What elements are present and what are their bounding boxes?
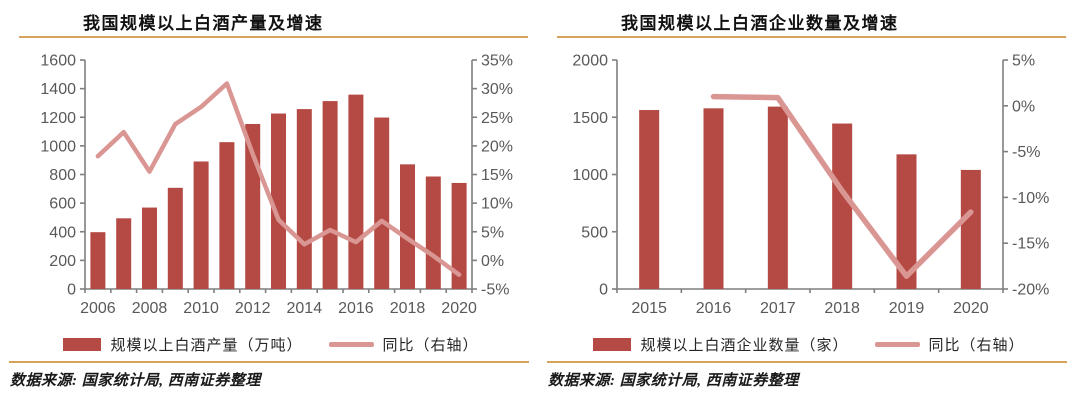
- enterprise-chart-legend: 规模以上白酒企业数量（家） 同比（右轴）: [552, 334, 1066, 355]
- production-chart-svg: 0 200 400 600 800 1000 1200 1400 1600 -5% 0% 5% 10% 1…: [40, 53, 513, 318]
- top-divider-rule: [557, 36, 1066, 38]
- legend-item-yoy: 同比（右轴）: [874, 334, 1025, 355]
- svg-text:0: 0: [599, 282, 608, 299]
- enterprise-chart-panel: 我国规模以上白酒企业数量及增速 0 500 1000 1500 2000 -20% -15%…: [547, 0, 1067, 405]
- svg-text:2020: 2020: [441, 300, 477, 317]
- svg-text:1200: 1200: [40, 110, 76, 127]
- enterprise-chart-svg: 0 500 1000 1500 2000 -20% -15% -10% -5% 0% 5% 2015 2…: [572, 53, 1049, 318]
- bar-series-swatch: [593, 338, 632, 351]
- svg-text:1000: 1000: [40, 138, 76, 155]
- enterprise-chart-title: 我国规模以上白酒企业数量及增速: [621, 14, 899, 33]
- svg-text:2000: 2000: [572, 53, 608, 70]
- svg-text:-5%: -5%: [481, 282, 509, 299]
- svg-text:2016: 2016: [696, 300, 732, 317]
- line-series-swatch: [328, 342, 374, 347]
- svg-text:2010: 2010: [183, 300, 219, 317]
- top-divider-rule: [19, 36, 528, 38]
- svg-text:0%: 0%: [481, 253, 504, 270]
- svg-text:35%: 35%: [481, 53, 513, 70]
- svg-text:600: 600: [49, 196, 76, 213]
- production-chart-panel: 我国规模以上白酒产量及增速 0 200 400 600 800 1000 1200 1400 1…: [9, 0, 529, 405]
- svg-text:2008: 2008: [132, 300, 168, 317]
- legend-item-enterprises: 规模以上白酒企业数量（家）: [593, 334, 848, 355]
- svg-text:0%: 0%: [1012, 98, 1035, 115]
- svg-text:30%: 30%: [481, 81, 513, 98]
- svg-text:15%: 15%: [481, 167, 513, 184]
- svg-text:-10%: -10%: [1012, 190, 1049, 207]
- svg-text:-15%: -15%: [1012, 236, 1049, 253]
- svg-text:2018: 2018: [390, 300, 426, 317]
- svg-text:400: 400: [49, 224, 76, 241]
- svg-text:2014: 2014: [287, 300, 323, 317]
- svg-text:5%: 5%: [1012, 53, 1035, 70]
- svg-text:1600: 1600: [40, 53, 76, 70]
- svg-text:2017: 2017: [760, 300, 796, 317]
- svg-text:2019: 2019: [889, 300, 925, 317]
- svg-text:2018: 2018: [824, 300, 860, 317]
- bottom-divider-rule: [9, 361, 529, 363]
- production-chart-legend: 规模以上白酒产量（万吨） 同比（右轴）: [14, 334, 528, 355]
- svg-text:20%: 20%: [481, 138, 513, 155]
- svg-text:500: 500: [581, 224, 608, 241]
- production-chart-title: 我国规模以上白酒产量及增速: [83, 14, 324, 33]
- svg-text:1500: 1500: [572, 110, 608, 127]
- svg-text:0: 0: [67, 282, 76, 299]
- bar-series-swatch: [63, 338, 102, 351]
- svg-text:1000: 1000: [572, 167, 608, 184]
- svg-text:2016: 2016: [338, 300, 374, 317]
- svg-text:2015: 2015: [631, 300, 667, 317]
- data-source-note: 数据来源: 国家统计局, 西南证券整理: [10, 373, 261, 389]
- svg-text:800: 800: [49, 167, 76, 184]
- svg-text:25%: 25%: [481, 110, 513, 127]
- svg-text:-20%: -20%: [1012, 282, 1049, 299]
- legend-line-label: 同比（右轴）: [928, 337, 1025, 354]
- svg-text:2020: 2020: [953, 300, 989, 317]
- bottom-divider-rule: [547, 361, 1067, 363]
- svg-text:200: 200: [49, 253, 76, 270]
- svg-text:2012: 2012: [235, 300, 271, 317]
- legend-item-yoy: 同比（右轴）: [328, 334, 479, 355]
- svg-text:10%: 10%: [481, 196, 513, 213]
- legend-bar-label: 规模以上白酒企业数量（家）: [640, 337, 849, 354]
- line-series-swatch: [874, 342, 920, 347]
- data-source-note: 数据来源: 国家统计局, 西南证券整理: [548, 373, 799, 389]
- svg-text:5%: 5%: [481, 224, 504, 241]
- svg-text:-5%: -5%: [1012, 144, 1040, 161]
- legend-item-production: 规模以上白酒产量（万吨）: [63, 334, 302, 355]
- legend-bar-label: 规模以上白酒产量（万吨）: [110, 337, 303, 354]
- svg-text:1400: 1400: [40, 81, 76, 98]
- legend-line-label: 同比（右轴）: [382, 337, 479, 354]
- svg-text:2006: 2006: [80, 300, 116, 317]
